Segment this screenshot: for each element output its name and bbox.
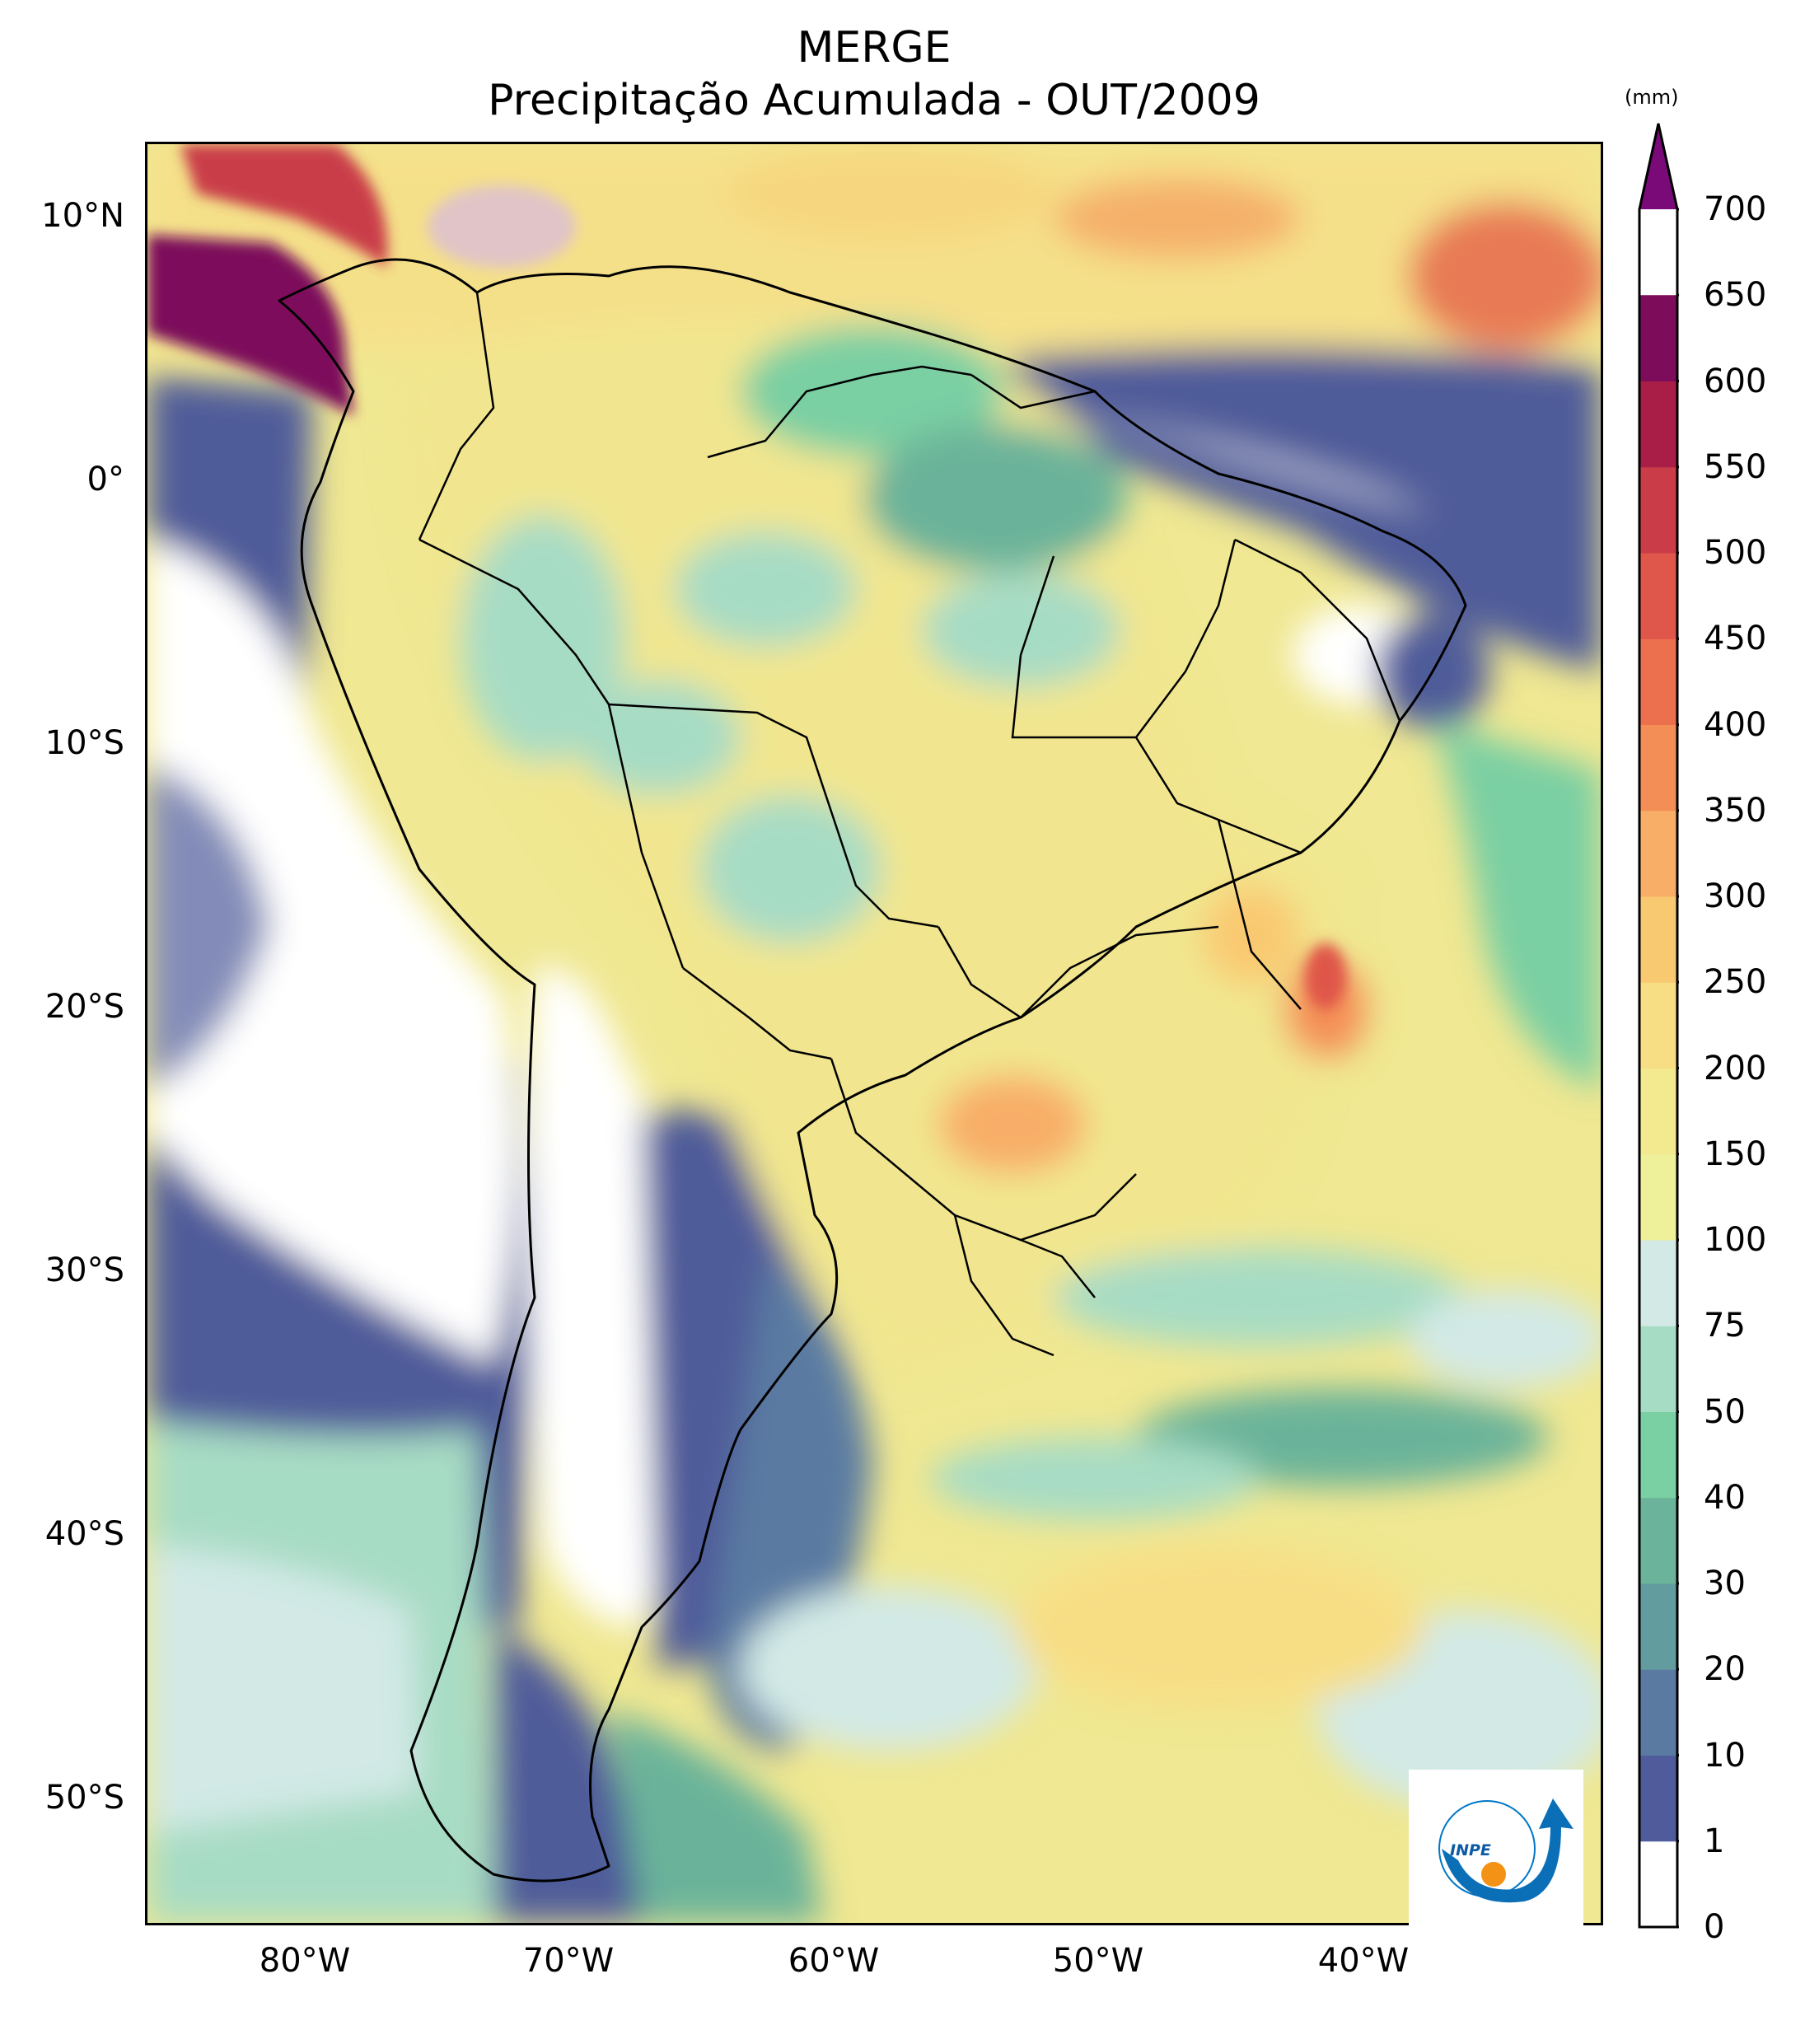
colorbar-band (1639, 1240, 1677, 1326)
colorbar-tick-label: 400 (1704, 707, 1766, 743)
colorbar-band (1639, 1583, 1677, 1670)
lon-tick-40w: 40°W (1318, 1943, 1409, 1979)
colorbar-tick-label: 650 (1704, 277, 1766, 313)
colorbar-tick-label: 550 (1704, 449, 1766, 485)
colorbar-tick-label: 75 (1704, 1307, 1746, 1344)
colorbar-band (1639, 1498, 1677, 1584)
colorbar-tick-label: 250 (1704, 964, 1766, 1000)
lat-tick-10n: 10°N (41, 198, 124, 234)
colorbar-band (1639, 1326, 1677, 1412)
colorbar-band (1639, 295, 1677, 381)
colorbar-band (1639, 381, 1677, 468)
colorbar-band (1639, 811, 1677, 897)
colorbar-band (1639, 725, 1677, 812)
lat-tick-10s: 10°S (45, 725, 124, 761)
lat-tick-40s: 40°S (45, 1516, 124, 1552)
colorbar-tick-label: 0 (1704, 1909, 1724, 1945)
colorbar-tick-label: 700 (1704, 191, 1766, 227)
precipitation-map (145, 142, 1603, 1925)
lon-tick-50w: 50°W (1053, 1943, 1143, 1979)
colorbar-band (1639, 1841, 1677, 1928)
colorbar-band (1639, 638, 1677, 725)
colorbar-band (1639, 467, 1677, 554)
lon-tick-70w: 70°W (523, 1943, 614, 1979)
colorbar-band (1639, 1669, 1677, 1756)
colorbar-tick-label: 500 (1704, 535, 1766, 571)
colorbar-band (1639, 1756, 1677, 1842)
colorbar-band (1639, 553, 1677, 639)
colorbar-tick-label: 40 (1704, 1480, 1746, 1516)
colorbar-tick-label: 1 (1704, 1823, 1724, 1859)
colorbar-tick-label: 100 (1704, 1222, 1766, 1258)
colorbar-band (1639, 1069, 1677, 1155)
colorbar-tick-label: 50 (1704, 1394, 1746, 1430)
colorbar-tick-label: 600 (1704, 363, 1766, 400)
colorbar-tick-label: 150 (1704, 1136, 1766, 1172)
colorbar-tick-label: 200 (1704, 1050, 1766, 1087)
lon-tick-80w: 80°W (260, 1943, 350, 1979)
colorbar-tick-label: 300 (1704, 878, 1766, 914)
colorbar-tick-label: 450 (1704, 620, 1766, 657)
lat-tick-20s: 20°S (45, 989, 124, 1025)
lat-tick-50s: 50°S (45, 1780, 124, 1816)
lon-tick-60w: 60°W (788, 1943, 879, 1979)
lat-tick-0: 0° (87, 461, 124, 498)
inpe-logo: INPE (1409, 1770, 1583, 1939)
logo-text: INPE (1450, 1841, 1491, 1859)
colorbar-band (1639, 1412, 1677, 1499)
colorbar-band (1639, 1154, 1677, 1241)
colorbar-tick-label: 20 (1704, 1651, 1746, 1687)
colorbar-tick-label: 350 (1704, 793, 1766, 829)
lat-tick-30s: 30°S (45, 1252, 124, 1289)
colorbar-unit: (mm) (1625, 86, 1678, 109)
map-title: MERGE (145, 23, 1603, 72)
colorbar-tick-label: 30 (1704, 1565, 1746, 1602)
colorbar-tick-label: 10 (1704, 1738, 1746, 1774)
map-subtitle: Precipitação Acumulada - OUT/2009 (145, 76, 1603, 125)
inpe-logo-icon: INPE (1409, 1770, 1583, 1939)
colorbar-extend-arrow (1639, 124, 1677, 209)
colorbar (1638, 122, 1679, 1929)
colorbar-band (1639, 896, 1677, 983)
colorbar-band (1639, 982, 1677, 1069)
